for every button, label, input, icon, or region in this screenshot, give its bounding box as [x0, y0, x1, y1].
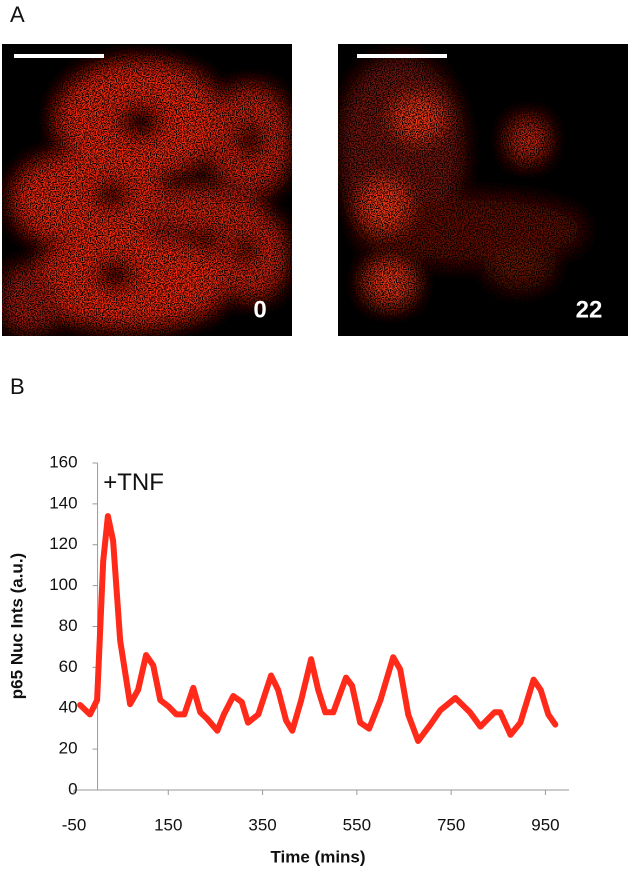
y-tick-label: 120	[49, 534, 77, 553]
x-tick-label: 550	[343, 815, 371, 834]
panel-label: B	[10, 374, 25, 399]
y-axis-title: p65 Nuc Ints (a.u.)	[7, 553, 26, 699]
y-tick-label: 100	[49, 575, 77, 594]
y-tick-label: 80	[59, 616, 78, 635]
panel-label: A	[10, 2, 25, 27]
y-tick-label: 20	[59, 739, 78, 758]
x-tick-label: 950	[531, 815, 559, 834]
y-tick-label: 160	[49, 452, 77, 471]
image-label: 0	[253, 296, 266, 323]
y-tick-label: 0	[68, 779, 77, 798]
x-axis-title: Time (mins)	[270, 847, 365, 866]
y-tick-label: 40	[59, 698, 78, 717]
x-tick-label: 350	[248, 815, 276, 834]
y-tick-label: 60	[59, 657, 78, 676]
x-tick-label: 150	[154, 815, 182, 834]
micrograph	[2, 44, 292, 336]
micrograph	[338, 44, 628, 336]
data-line	[77, 513, 559, 744]
y-tick-label: 140	[49, 493, 77, 512]
x-tick-label: -50	[62, 815, 87, 834]
image-label: 22	[576, 296, 603, 323]
x-tick-label: 750	[437, 815, 465, 834]
annotation: +TNF	[103, 469, 164, 496]
